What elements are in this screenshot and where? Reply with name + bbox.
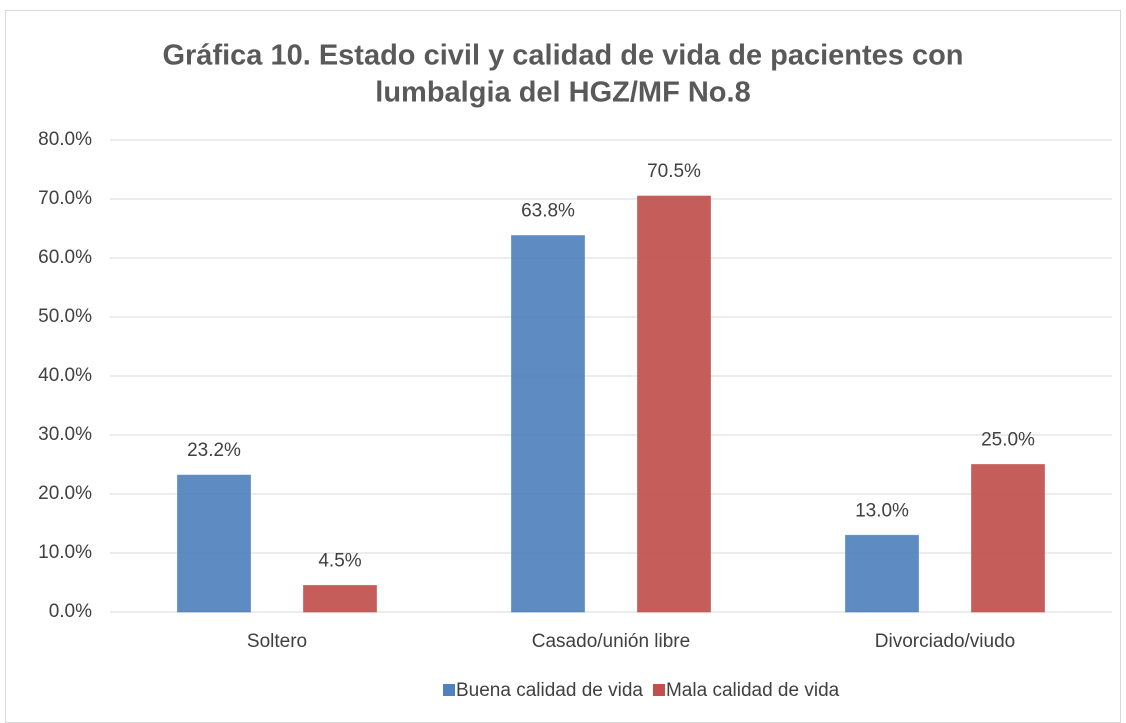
value-label: 13.0% [855, 500, 909, 521]
value-label: 25.0% [981, 430, 1035, 451]
value-label: 23.2% [187, 440, 241, 461]
y-tick-label: 20.0% [38, 483, 92, 504]
y-tick-label: 40.0% [38, 365, 92, 386]
y-tick-label: 60.0% [38, 247, 92, 268]
y-tick-label: 30.0% [38, 424, 92, 445]
chart-title: Gráfica 10. Estado civil y calidad de vi… [162, 40, 963, 72]
bar [971, 464, 1045, 613]
value-label: 4.5% [318, 550, 361, 571]
chart-title: lumbalgia del HGZ/MF No.8 [375, 77, 750, 109]
x-tick-label: Divorciado/viudo [875, 631, 1015, 652]
x-tick-label: Casado/unión libre [532, 631, 690, 652]
y-tick-label: 70.0% [38, 188, 92, 209]
y-tick-label: 80.0% [38, 129, 92, 150]
y-tick-label: 50.0% [38, 306, 92, 327]
y-tick-label: 10.0% [38, 542, 92, 563]
bar [177, 474, 251, 613]
x-tick-label: Soltero [247, 631, 307, 652]
bar [303, 584, 377, 613]
y-tick-label: 0.0% [49, 601, 92, 622]
bar [637, 195, 711, 613]
bar [845, 534, 919, 613]
legend-swatch [443, 684, 455, 696]
legend-swatch [652, 684, 665, 696]
legend-label: Buena calidad de vida [456, 680, 643, 701]
legend-label: Mala calidad de vida [666, 680, 840, 701]
value-label: 63.8% [521, 201, 575, 222]
bar [511, 235, 585, 613]
value-label: 70.5% [647, 161, 701, 182]
